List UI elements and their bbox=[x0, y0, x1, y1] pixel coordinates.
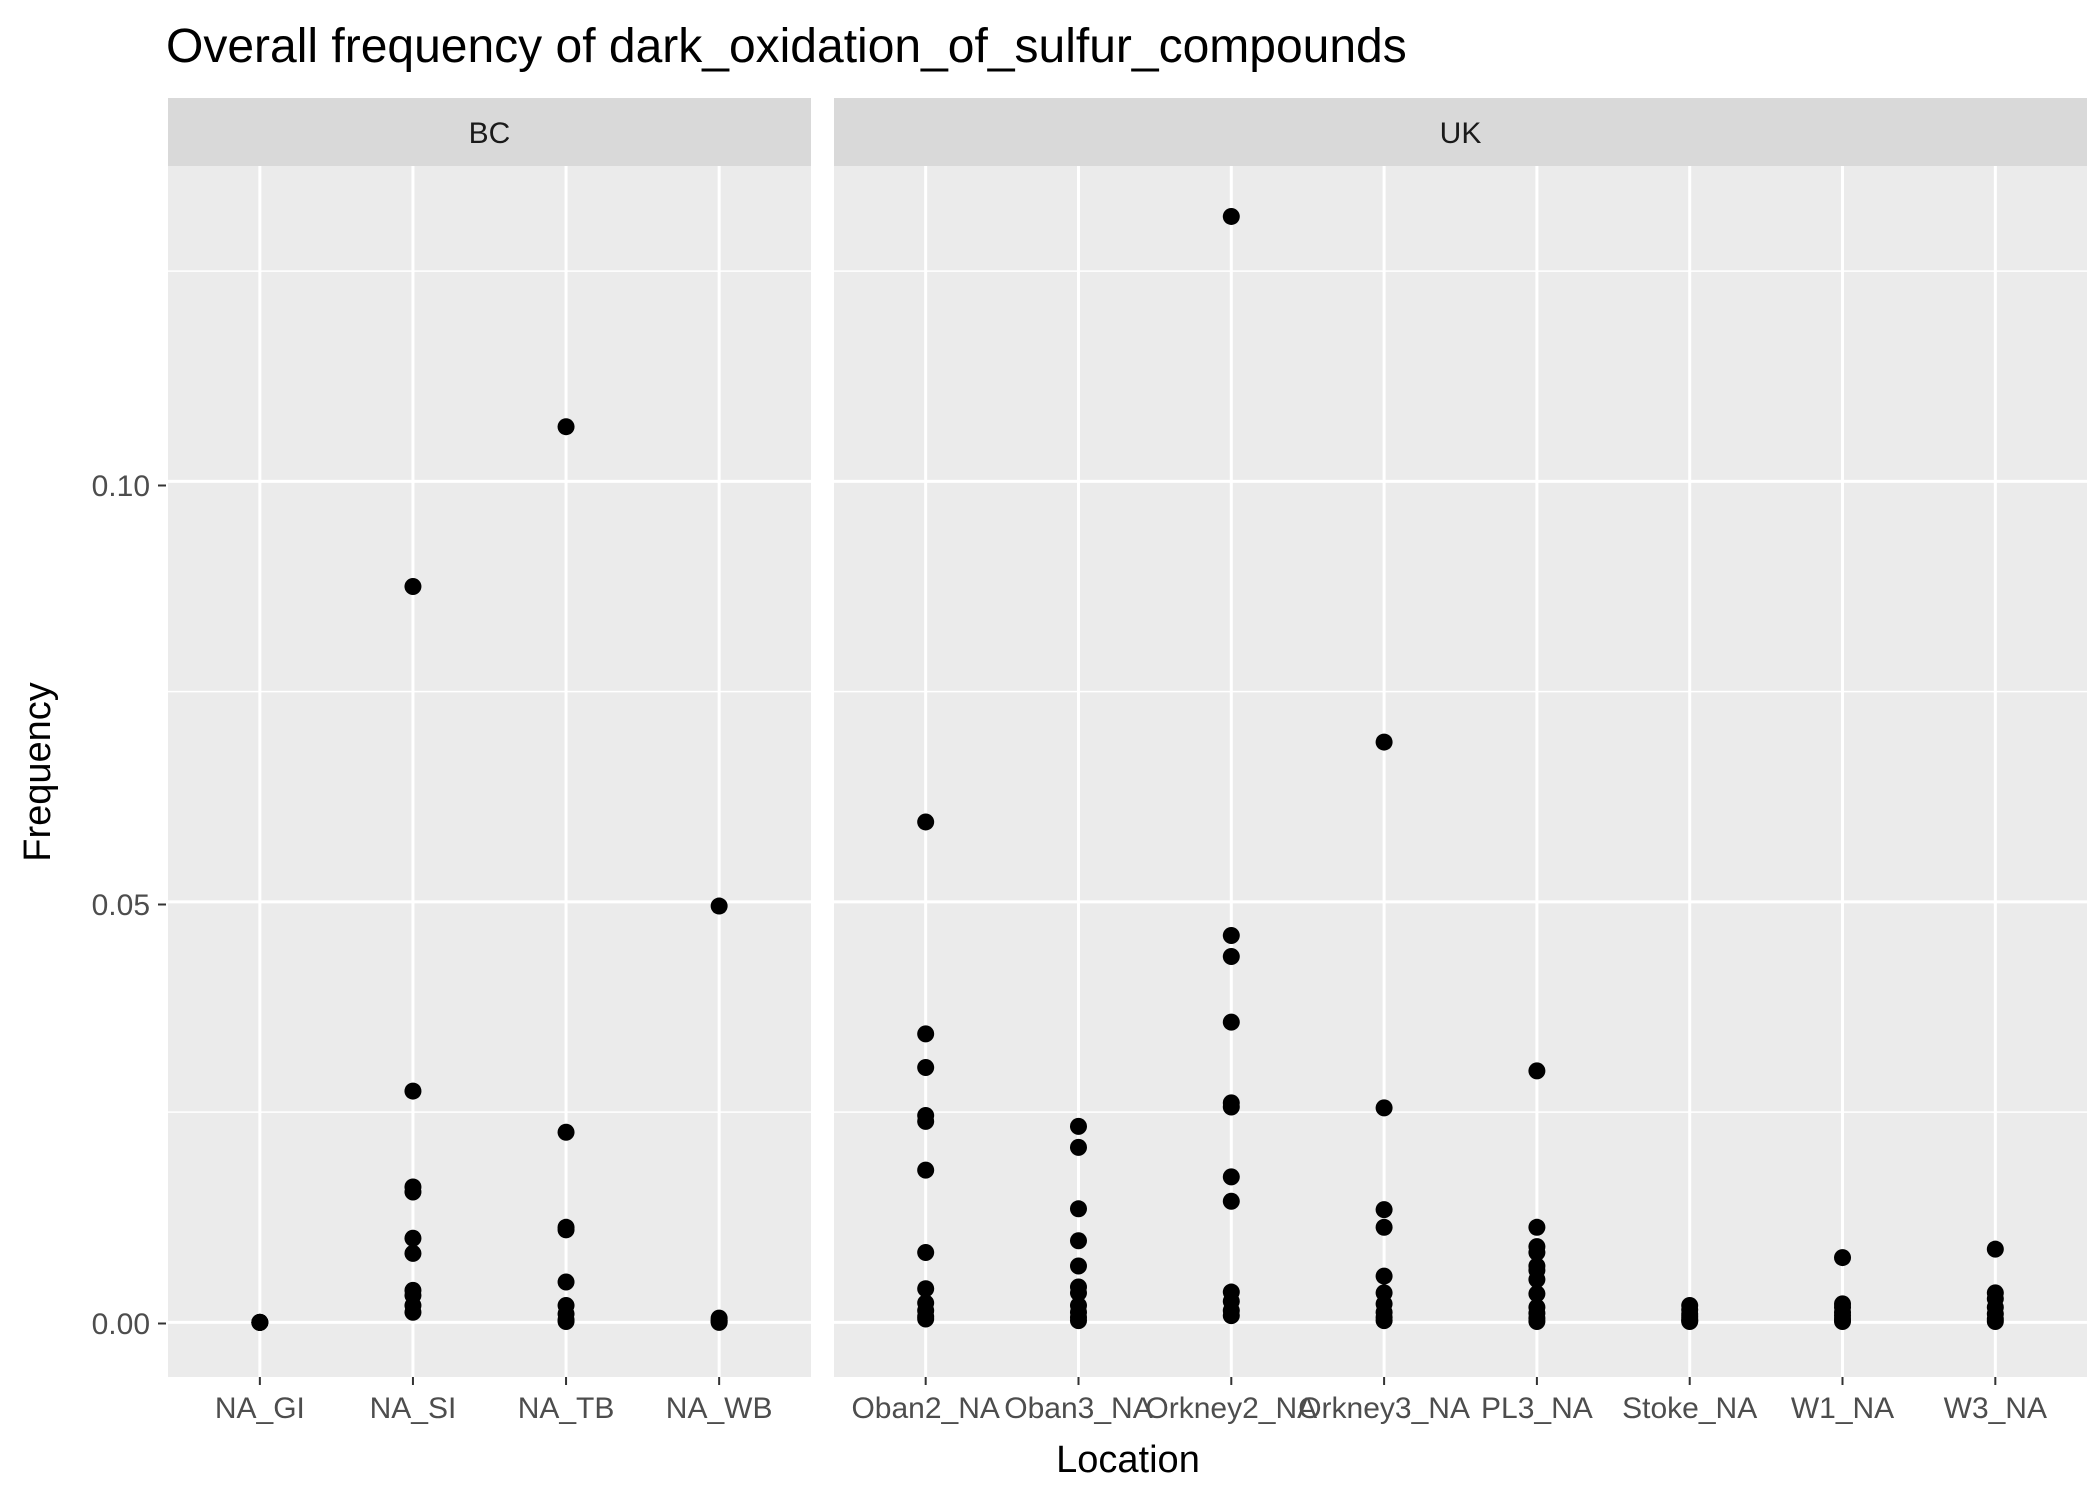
strip-bc bbox=[168, 98, 811, 166]
gridlines-uk bbox=[834, 166, 2087, 1377]
points-bc bbox=[251, 418, 728, 1331]
strip-label-uk: UK bbox=[1440, 117, 1482, 150]
data-point bbox=[1069, 1312, 1087, 1330]
strip-label-bc: BC bbox=[469, 117, 511, 150]
data-point bbox=[404, 1082, 422, 1100]
data-point bbox=[1681, 1312, 1699, 1330]
data-point bbox=[1222, 1307, 1240, 1325]
data-point bbox=[1069, 1117, 1087, 1135]
data-point bbox=[404, 1303, 422, 1321]
facet-bc: BC NA_GI NA_SI NA_TB NA_WB bbox=[168, 98, 811, 1425]
data-point bbox=[1986, 1240, 2004, 1258]
x-tick-label: Oban3_NA bbox=[1004, 1392, 1152, 1425]
x-tick-label: NA_GI bbox=[215, 1392, 305, 1425]
x-tick-label: W1_NA bbox=[1791, 1392, 1894, 1425]
y-tick-label: 0.10 bbox=[92, 470, 150, 503]
data-point bbox=[1222, 1192, 1240, 1210]
x-tick-label: NA_WB bbox=[666, 1392, 773, 1425]
data-point bbox=[1222, 948, 1240, 966]
data-point bbox=[1528, 1062, 1546, 1080]
x-tick-label: PL3_NA bbox=[1481, 1392, 1593, 1425]
data-point bbox=[1069, 1200, 1087, 1218]
data-point bbox=[1528, 1218, 1546, 1236]
data-point bbox=[557, 418, 575, 436]
x-tick-label: NA_SI bbox=[370, 1392, 457, 1425]
data-point bbox=[557, 1221, 575, 1239]
x-tick-label: Orkney3_NA bbox=[1298, 1392, 1470, 1425]
data-point bbox=[1834, 1249, 1852, 1267]
data-point bbox=[1222, 207, 1240, 225]
data-point bbox=[917, 1244, 935, 1262]
data-point bbox=[1069, 1232, 1087, 1250]
data-point bbox=[1375, 1099, 1393, 1117]
gridlines-bc bbox=[168, 166, 811, 1377]
data-point bbox=[917, 1025, 935, 1043]
x-tick-label: Orkney2_NA bbox=[1145, 1392, 1317, 1425]
panel-background-bc bbox=[168, 166, 811, 1377]
data-point bbox=[1528, 1312, 1546, 1330]
x-tick-label: NA_TB bbox=[518, 1392, 615, 1425]
x-tick-label: Stoke_NA bbox=[1622, 1392, 1757, 1425]
data-point bbox=[404, 577, 422, 595]
data-point bbox=[1222, 1013, 1240, 1031]
data-point bbox=[1528, 1285, 1546, 1303]
data-point bbox=[917, 813, 935, 831]
data-point bbox=[404, 1183, 422, 1201]
data-point bbox=[1375, 1218, 1393, 1236]
data-point bbox=[917, 1112, 935, 1130]
panel-background-uk bbox=[834, 166, 2087, 1377]
data-point bbox=[1222, 1098, 1240, 1116]
x-axis-title: Location bbox=[1056, 1439, 1200, 1481]
data-point bbox=[557, 1123, 575, 1141]
points-uk bbox=[917, 207, 2004, 1330]
y-tick-label: 0.00 bbox=[92, 1308, 150, 1341]
data-point bbox=[917, 1280, 935, 1298]
y-tick-label: 0.05 bbox=[92, 889, 150, 922]
data-point bbox=[1375, 1267, 1393, 1285]
data-point bbox=[1069, 1284, 1087, 1302]
data-point bbox=[1069, 1257, 1087, 1275]
data-point bbox=[557, 1312, 575, 1330]
data-point bbox=[917, 1059, 935, 1077]
data-point bbox=[251, 1313, 269, 1331]
data-point bbox=[404, 1229, 422, 1247]
data-point bbox=[1986, 1312, 2004, 1330]
data-point bbox=[557, 1273, 575, 1291]
data-point bbox=[1375, 1312, 1393, 1330]
y-axis-title: Frequency bbox=[17, 682, 59, 862]
data-point bbox=[404, 1244, 422, 1262]
data-point bbox=[1222, 1168, 1240, 1186]
data-point bbox=[710, 897, 728, 915]
chart-title: Overall frequency of dark_oxidation_of_s… bbox=[166, 20, 1407, 73]
x-tick-label: Oban2_NA bbox=[851, 1392, 999, 1425]
data-point bbox=[1528, 1244, 1546, 1262]
strip-uk bbox=[834, 98, 2087, 166]
data-point bbox=[917, 1161, 935, 1179]
data-point bbox=[1528, 1270, 1546, 1288]
data-point bbox=[1222, 926, 1240, 944]
y-axis: 0.00 0.05 0.10 bbox=[92, 470, 166, 1341]
data-point bbox=[1375, 733, 1393, 751]
x-ticks-bc: NA_GI NA_SI NA_TB NA_WB bbox=[215, 1377, 773, 1425]
data-point bbox=[1375, 1201, 1393, 1219]
data-point bbox=[917, 1310, 935, 1328]
x-tick-label: W3_NA bbox=[1944, 1392, 2047, 1425]
data-point bbox=[1069, 1138, 1087, 1156]
data-point bbox=[710, 1313, 728, 1331]
data-point bbox=[1834, 1312, 1852, 1330]
